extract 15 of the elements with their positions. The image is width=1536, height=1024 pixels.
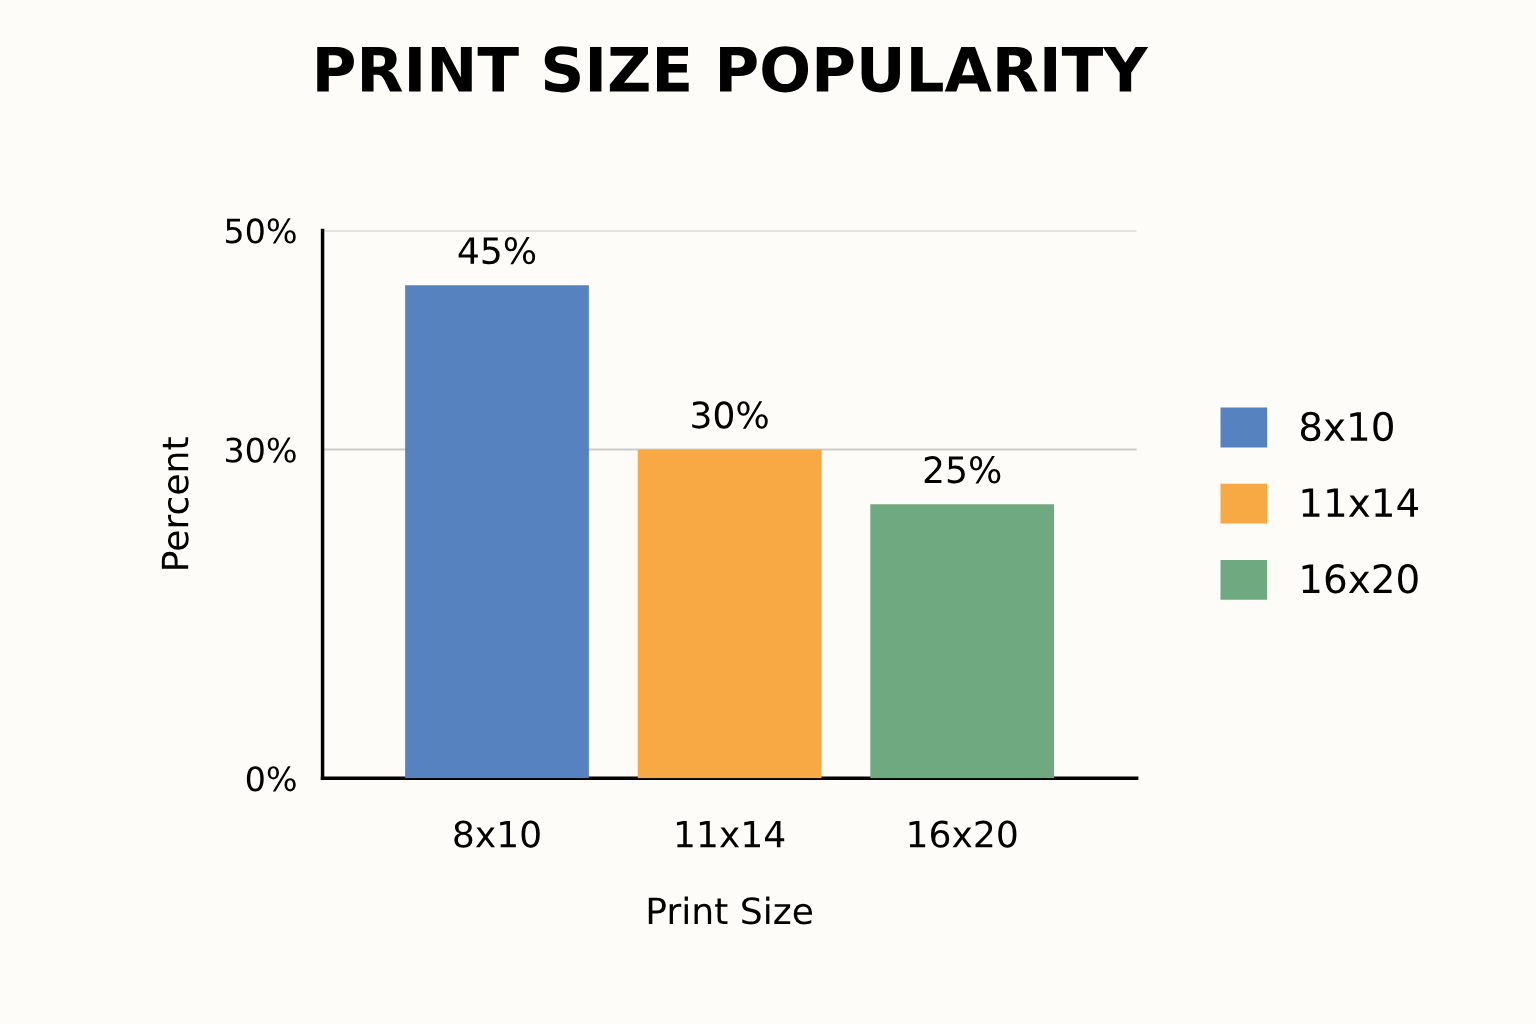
- chart-title: PRINT SIZE POPULARITY: [317, 46, 1149, 93]
- legend-label: 8x10: [1300, 411, 1393, 442]
- x-tick-label: 8x10: [454, 820, 540, 848]
- x-axis-title: Print Size: [648, 896, 813, 925]
- data-label: 25%: [924, 456, 1001, 484]
- x-tick-label: 11x14: [676, 821, 785, 848]
- y-tick-label: 50%: [226, 218, 296, 244]
- legend-label: 11x14: [1302, 488, 1419, 517]
- data-label: 30%: [692, 401, 768, 429]
- legend-label: 16x20: [1302, 564, 1418, 594]
- y-tick-label: 0%: [246, 766, 296, 792]
- data-label: 45%: [458, 236, 536, 265]
- y-tick-label: 30%: [226, 437, 296, 463]
- y-axis-title: Percent: [161, 437, 189, 569]
- x-tick-label: 16x20: [909, 820, 1017, 848]
